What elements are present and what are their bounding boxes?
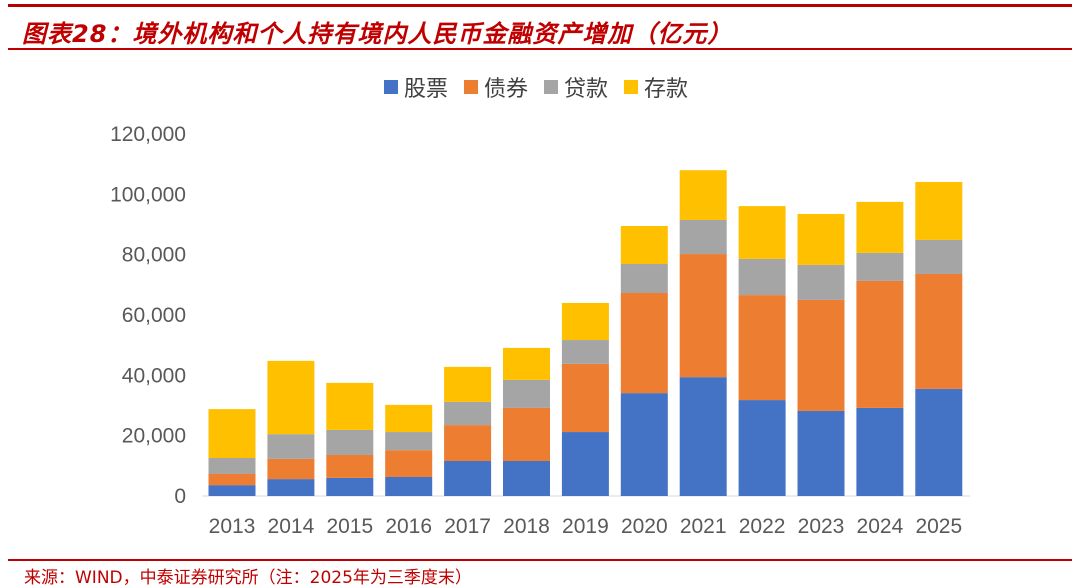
legend-swatch-1 [464,80,478,94]
x-tick-label: 2025 [915,515,962,538]
y-tick-label: 60,000 [122,304,186,327]
bar-2021-series-2 [679,219,727,255]
legend-label-2: 贷款 [564,77,608,102]
bar-2017-series-0 [444,461,492,496]
bar-2022-series-2 [738,258,786,296]
stacked-bar-chart: 0 20,000 40,000 60,000 80,000 100,000 120,000 2… [110,77,970,538]
legend-label-0: 股票 [404,77,448,102]
bar-2019-series-1 [561,363,609,433]
title-rule [8,48,1072,50]
x-tick-label: 2015 [326,515,373,538]
bar-2017-series-1 [444,425,492,462]
bar-2020-series-2 [620,264,668,293]
x-tick-label: 2013 [209,515,256,538]
bar-2020-series-0 [620,393,668,496]
y-tick-label: 40,000 [122,364,186,387]
x-tick-label: 2017 [444,515,491,538]
bar-2024-series-2 [856,252,904,281]
bar-2014-series-2 [267,434,315,459]
bar-2025-series-2 [915,239,963,274]
bar-2018-series-3 [503,347,550,380]
bottom-rule [8,559,1072,561]
bar-2013-series-0 [208,485,256,496]
x-tick-label: 2020 [621,515,668,538]
bar-2019-series-2 [561,340,609,364]
bar-2016-series-3 [385,404,433,433]
bar-2021-series-1 [679,254,727,378]
bar-2025-series-1 [915,273,963,389]
bar-2023-series-1 [797,299,845,411]
source-note: 来源：WIND，中泰证券研究所（注：2025年为三季度末） [24,568,472,588]
bar-2019-series-3 [561,302,609,341]
bar-2016-series-0 [385,476,433,496]
bar-2025-series-3 [915,181,963,240]
bar-2018-series-1 [503,407,550,462]
legend-label-1: 债券 [484,77,528,102]
x-tick-label: 2024 [857,515,904,538]
bar-2014-series-0 [267,479,315,496]
bar-2024-series-1 [856,280,904,408]
legend-swatch-3 [624,80,638,94]
x-tick-label: 2014 [268,515,315,538]
bar-2015-series-3 [326,382,374,430]
bar-2016-series-1 [385,450,433,477]
x-tick-label: 2019 [562,515,609,538]
legend-swatch-0 [384,80,398,94]
x-tick-label: 2018 [503,515,550,538]
bar-2021-series-3 [679,170,727,220]
bar-2023-series-3 [797,213,845,265]
bar-2016-series-2 [385,432,433,451]
bar-2020-series-1 [620,292,668,394]
bar-2020-series-3 [620,226,668,265]
bar-2018-series-2 [503,379,550,408]
bar-2015-series-2 [326,429,374,455]
y-tick-label: 100,000 [110,183,186,206]
bar-2019-series-0 [561,432,609,496]
legend-swatch-2 [544,80,558,94]
x-tick-label: 2022 [739,515,786,538]
bar-2013-series-2 [208,457,256,474]
legend-label-3: 存款 [644,77,688,102]
bar-2024-series-3 [856,201,904,253]
bar-2013-series-3 [208,409,256,458]
bar-2022-series-0 [738,400,786,496]
x-tick-label: 2023 [798,515,845,538]
bar-2022-series-1 [738,295,786,401]
bar-2025-series-0 [915,388,963,496]
y-tick-label: 80,000 [122,244,186,267]
bar-2021-series-0 [679,377,727,496]
bar-2022-series-3 [738,206,786,259]
bar-2015-series-1 [326,454,374,478]
bar-2015-series-0 [326,477,374,496]
y-tick-label: 120,000 [110,123,186,146]
bar-2024-series-0 [856,407,904,496]
bar-2017-series-2 [444,401,492,426]
bar-2023-series-0 [797,410,845,496]
bar-2014-series-1 [267,458,315,480]
x-tick-label: 2016 [385,515,432,538]
y-tick-label: 0 [174,485,186,508]
bar-2017-series-3 [444,366,492,402]
x-tick-label: 2021 [680,515,727,538]
chart-title: 图表28：境外机构和个人持有境内人民币金融资产增加（亿元） [22,20,733,48]
bar-2013-series-1 [208,473,256,486]
bar-2023-series-2 [797,264,845,300]
y-tick-label: 20,000 [122,425,186,448]
bar-2014-series-3 [267,360,315,435]
bar-2018-series-0 [503,461,550,496]
top-rule [8,4,1072,7]
